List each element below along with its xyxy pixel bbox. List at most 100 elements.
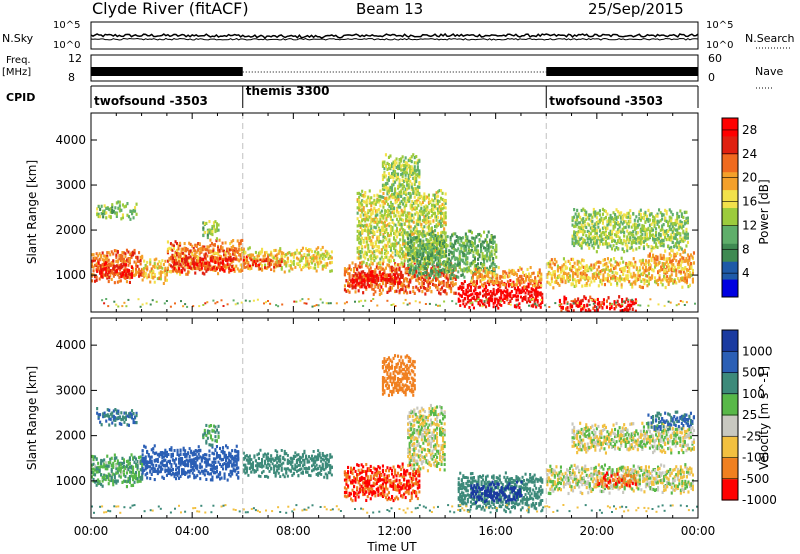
data-cell	[473, 280, 476, 284]
data-cell	[365, 198, 368, 202]
data-cell	[373, 206, 376, 210]
data-cell	[444, 289, 447, 293]
data-cell	[409, 278, 412, 282]
data-cell	[422, 264, 425, 268]
data-cell	[120, 274, 123, 279]
data-cell	[588, 276, 591, 280]
data-cell	[449, 259, 452, 263]
data-cell	[312, 254, 315, 257]
data-cell	[267, 262, 270, 266]
data-cell	[105, 211, 108, 215]
data-cell	[182, 261, 185, 266]
data-cell	[420, 265, 423, 269]
data-cell	[389, 174, 392, 178]
data-cell	[365, 217, 368, 221]
data-cell	[124, 204, 127, 208]
data-cell	[158, 271, 161, 275]
data-cell	[326, 253, 329, 257]
data-cell	[279, 261, 282, 265]
data-cell	[579, 215, 582, 219]
data-cell	[202, 263, 205, 267]
data-cell	[404, 173, 407, 177]
data-cell	[121, 203, 124, 207]
data-cell	[211, 229, 214, 233]
data-cell	[660, 265, 663, 269]
data-cell	[483, 303, 486, 307]
data-cell	[460, 237, 463, 241]
data-cell	[460, 249, 463, 253]
data-cell	[397, 223, 400, 227]
data-cell	[301, 256, 304, 260]
data-cell	[443, 245, 446, 249]
data-cell	[493, 252, 496, 256]
data-cell	[606, 257, 609, 261]
data-cell	[280, 266, 283, 269]
data-cell	[235, 257, 238, 261]
data-cell	[603, 270, 606, 274]
data-cell	[592, 237, 595, 241]
data-cell	[515, 295, 518, 299]
data-cell	[462, 282, 465, 286]
data-cell	[644, 279, 647, 283]
data-cell	[632, 274, 635, 278]
data-cell	[389, 230, 392, 234]
data-cell	[408, 225, 411, 229]
data-cell	[426, 262, 429, 266]
data-cell	[440, 251, 443, 255]
data-cell	[198, 247, 201, 251]
data-cell	[385, 230, 388, 234]
data-cell	[425, 238, 428, 242]
data-cell	[649, 267, 652, 271]
data-cell	[264, 257, 267, 261]
data-cell	[437, 263, 440, 267]
data-cell	[457, 299, 460, 303]
data-cell	[368, 209, 371, 213]
data-cell	[586, 241, 589, 245]
data-cell	[549, 265, 552, 269]
data-cell	[458, 236, 461, 240]
data-cell	[593, 272, 596, 276]
data-cell	[440, 211, 443, 215]
data-cell	[265, 259, 268, 263]
data-cell	[327, 256, 330, 260]
data-cell	[507, 284, 510, 288]
data-cell	[549, 282, 552, 287]
data-cell	[383, 185, 386, 189]
data-cell	[171, 260, 174, 264]
data-cell	[212, 259, 215, 263]
data-cell	[541, 298, 544, 302]
data-cell	[277, 260, 280, 263]
data-cell	[358, 195, 361, 199]
data-cell	[372, 275, 375, 279]
data-cell	[643, 268, 646, 272]
data-cell	[585, 276, 588, 280]
data-cell	[492, 260, 495, 264]
data-cell	[150, 270, 153, 274]
data-cell	[391, 162, 394, 166]
data-cell	[363, 282, 366, 286]
data-cell	[426, 208, 429, 212]
data-cell	[215, 256, 218, 260]
data-cell	[429, 233, 432, 237]
data-cell	[460, 258, 463, 262]
data-cell	[628, 263, 631, 267]
data-cell	[321, 256, 324, 260]
data-cell	[202, 228, 205, 232]
data-cell	[471, 276, 474, 280]
data-cell	[404, 271, 407, 275]
data-cell	[194, 249, 197, 253]
data-cell	[444, 222, 447, 226]
data-cell	[370, 250, 373, 254]
data-cell	[403, 231, 406, 235]
data-cell	[448, 266, 451, 270]
data-cell	[213, 243, 216, 247]
data-cell	[426, 218, 429, 222]
data-cell	[242, 258, 245, 262]
data-cell	[383, 160, 386, 164]
data-cell	[235, 249, 238, 253]
data-cell	[407, 173, 410, 177]
data-cell	[103, 209, 106, 213]
data-cell	[107, 262, 110, 266]
data-cell	[486, 251, 489, 255]
data-cell	[637, 274, 640, 278]
